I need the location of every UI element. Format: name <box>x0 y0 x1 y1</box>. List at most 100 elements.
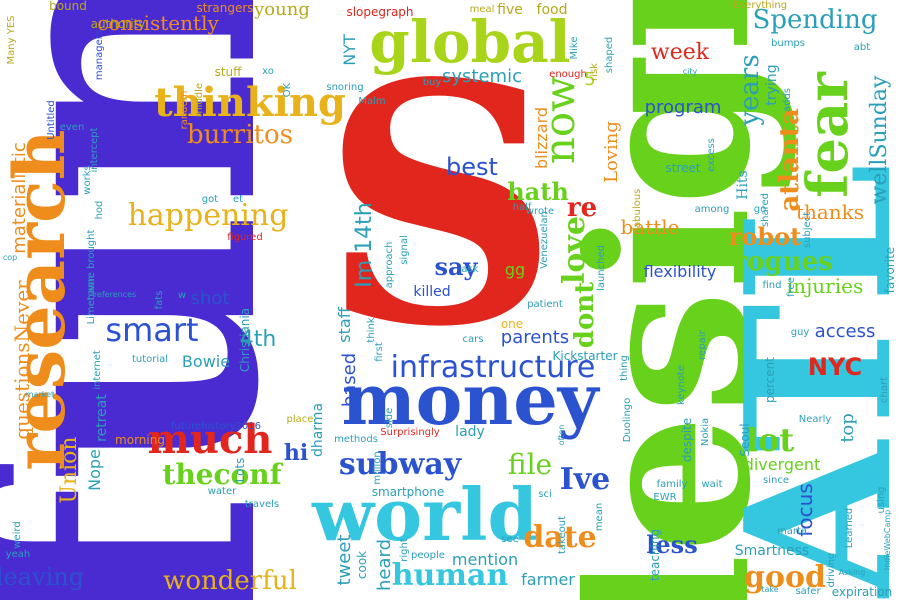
cloud-word: random <box>179 90 190 130</box>
cloud-word: atlanta <box>775 108 805 212</box>
cloud-word: food <box>536 2 568 18</box>
cloud-word: Seoul <box>738 423 752 457</box>
cloud-word: stuff <box>214 65 242 79</box>
cloud-word: Smartness <box>734 543 810 559</box>
cloud-word: hi <box>283 440 309 466</box>
cloud-word: Mike <box>569 36 580 60</box>
cloud-word: hod <box>94 200 105 220</box>
cloud-word: market <box>25 390 55 399</box>
cloud-word: wait <box>701 479 723 490</box>
cloud-word: xo <box>262 66 274 77</box>
cloud-word: using <box>876 486 887 514</box>
cloud-word: based <box>339 352 360 408</box>
cloud-word: dharma <box>310 402 326 458</box>
cloud-word: thanks <box>795 200 865 224</box>
cloud-word: global <box>369 8 571 76</box>
cloud-word: Malm <box>358 96 386 107</box>
cloud-word: chart <box>879 377 890 403</box>
cloud-word: Nope <box>85 449 104 491</box>
cloud-word: marta <box>776 526 808 537</box>
cloud-word: Limetown <box>86 275 97 325</box>
cloud-word: Untitled <box>46 100 57 140</box>
cloud-word: blizzard <box>532 106 551 170</box>
cloud-word: keynote <box>676 364 687 406</box>
cloud-word: people <box>411 550 445 561</box>
cloud-word: street <box>665 161 701 175</box>
cloud-word: access <box>814 321 876 342</box>
cloud-word: less <box>646 530 698 559</box>
cloud-word: five <box>497 2 523 18</box>
cloud-word: robot <box>728 222 802 251</box>
cloud-word: side <box>384 407 395 429</box>
cloud-word: weird <box>12 521 23 549</box>
cloud-word: adds <box>782 87 793 113</box>
cloud-word: fats <box>154 290 165 310</box>
cloud-word: w <box>177 290 187 301</box>
cloud-word: works <box>82 165 93 195</box>
cloud-word: futurehistory2016 <box>170 421 262 432</box>
cloud-word: got <box>201 194 219 205</box>
cloud-word: Nearly <box>798 414 832 425</box>
cloud-word: snoring <box>326 82 364 93</box>
cloud-word: rogues <box>733 247 833 277</box>
cloud-word: cars <box>462 334 484 345</box>
cloud-word: good <box>744 560 826 595</box>
cloud-word: NYC <box>807 353 863 381</box>
cloud-word: tutorial <box>131 354 169 365</box>
cloud-word: city <box>682 67 698 76</box>
cloud-word: despite <box>680 417 694 463</box>
cloud-word: OK <box>282 82 293 98</box>
cloud-word: subway <box>338 447 462 482</box>
cloud-word: 4th <box>239 327 277 352</box>
cloud-word: Kickstarter <box>552 349 618 363</box>
cloud-word: slopegraph <box>346 5 414 19</box>
cloud-word: approach <box>384 241 395 289</box>
cloud-word: internet <box>92 350 103 390</box>
cloud-word: battle <box>620 215 680 239</box>
cloud-word: Spending <box>752 5 878 35</box>
cloud-word: launched <box>596 245 607 291</box>
cloud-word: Loving <box>601 121 622 183</box>
cloud-word: IndieWebCamp <box>883 509 892 571</box>
cloud-word: mention <box>451 550 519 569</box>
cloud-word: shaped <box>604 36 615 74</box>
cloud-word: tweet <box>334 534 355 586</box>
cloud-word: signal <box>399 235 410 265</box>
cloud-word: dont <box>570 281 600 349</box>
cloud-word: parents <box>500 327 570 348</box>
cloud-word: week <box>650 40 710 65</box>
cloud-word: lot <box>745 421 795 459</box>
cloud-word: Christiania <box>238 307 252 373</box>
cloud-word: re <box>566 193 598 223</box>
cloud-word: cook <box>355 550 369 580</box>
cloud-word: world <box>312 472 538 557</box>
cloud-word: consistently <box>97 11 219 35</box>
cloud-word: even <box>59 122 85 133</box>
cloud-word: methods <box>334 434 378 445</box>
cloud-word: say <box>434 252 478 281</box>
cloud-word: program <box>644 97 722 118</box>
cloud-word: shot <box>190 288 230 309</box>
cloud-word: trying <box>764 64 780 106</box>
cloud-word: burritos <box>186 120 294 150</box>
cloud-word: human <box>391 558 509 593</box>
cloud-word: excess <box>706 138 717 172</box>
cloud-word: family <box>656 479 688 490</box>
cloud-word: leaving <box>0 563 85 591</box>
cloud-word: repair <box>697 330 708 360</box>
cloud-word: years <box>735 54 765 126</box>
cloud-word: farmer <box>521 570 575 589</box>
cloud-word: authority <box>90 17 146 31</box>
cloud-word: million <box>372 451 383 485</box>
cloud-word: Many YES <box>6 15 17 65</box>
cloud-word: hath <box>507 177 569 206</box>
cloud-word: take <box>761 585 779 594</box>
cloud-word: expiration <box>831 585 893 599</box>
cloud-word: wonderful <box>163 566 297 596</box>
cloud-word: S <box>320 11 560 399</box>
cloud-word: wrote <box>525 206 555 217</box>
cloud-word: first <box>374 342 385 362</box>
cloud-word: injuries <box>786 274 864 298</box>
cloud-word: Nokia <box>700 417 711 447</box>
cloud-word: buy <box>422 77 442 88</box>
